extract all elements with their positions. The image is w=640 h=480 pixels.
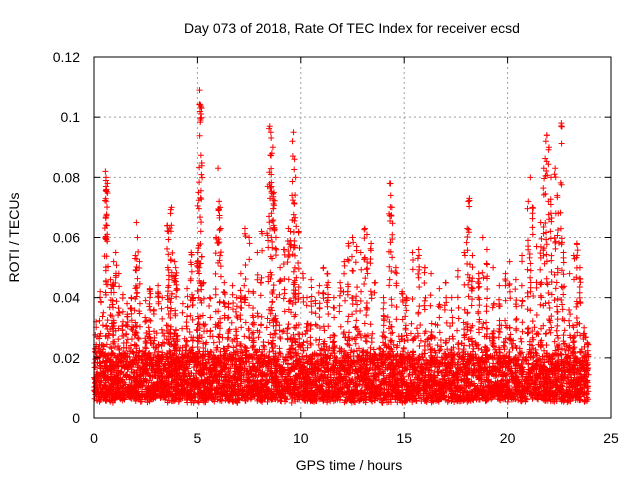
data-point [542,330,549,337]
data-point [219,334,226,341]
data-point [182,368,189,375]
data-point [225,334,232,341]
data-point [132,319,139,326]
data-point [416,342,423,349]
data-point [434,342,441,349]
data-point [267,331,274,338]
data-point [495,334,502,341]
data-point [112,249,119,256]
data-point [110,258,117,265]
data-point [115,336,122,343]
data-point [102,168,109,175]
data-point [483,319,490,326]
data-point [139,382,146,389]
data-point [242,319,249,326]
data-point [315,341,322,348]
data-point [255,334,262,341]
data-point [138,398,145,405]
data-point [351,348,358,355]
data-point [124,350,131,357]
data-point [102,214,109,221]
data-point [116,283,123,290]
data-point [107,312,114,319]
data-point [171,350,178,357]
data-point [300,347,307,354]
data-point [102,174,109,181]
data-point [413,325,420,332]
data-point [376,345,383,352]
data-point [561,327,568,334]
data-point [266,348,273,355]
data-point [161,332,168,339]
data-point [97,298,104,305]
data-point [417,337,424,344]
data-point [173,347,180,354]
data-point [216,339,223,346]
data-point [496,329,503,336]
chart-title: Day 073 of 2018, Rate Of TEC Index for r… [184,20,520,36]
data-point [517,335,524,342]
data-point [126,353,133,360]
data-points [91,87,592,406]
data-point [127,342,134,349]
data-point [153,330,160,337]
data-point [157,395,164,402]
data-point [96,317,103,324]
data-point [437,346,444,353]
data-point [186,329,193,336]
data-point [113,262,120,269]
data-point [443,319,450,326]
data-point [260,342,267,349]
data-point [149,357,156,364]
data-point [277,335,284,342]
data-point [554,322,561,329]
data-point [143,377,150,384]
data-point [467,327,474,334]
data-point [437,337,444,344]
data-point [367,344,374,351]
data-point [104,204,111,211]
data-point [99,313,106,320]
data-point [454,327,461,334]
data-point [113,298,120,305]
data-point [104,317,111,324]
data-point [284,325,291,332]
data-point [145,324,152,331]
data-point [97,288,104,295]
data-point [517,350,524,357]
data-point [263,324,270,331]
data-point [176,348,183,355]
data-point [507,331,514,338]
data-point [400,344,407,351]
data-point [408,320,415,327]
data-point [369,330,376,337]
data-point [109,331,116,338]
data-point [103,222,110,229]
data-point [108,345,115,352]
data-point [112,344,119,351]
data-point [135,335,142,342]
data-point [104,180,111,187]
data-point [92,349,99,356]
data-point [115,305,122,312]
data-point [370,346,377,353]
data-point [120,371,127,378]
data-point [103,322,110,329]
data-point [417,322,424,329]
data-point [100,309,107,316]
